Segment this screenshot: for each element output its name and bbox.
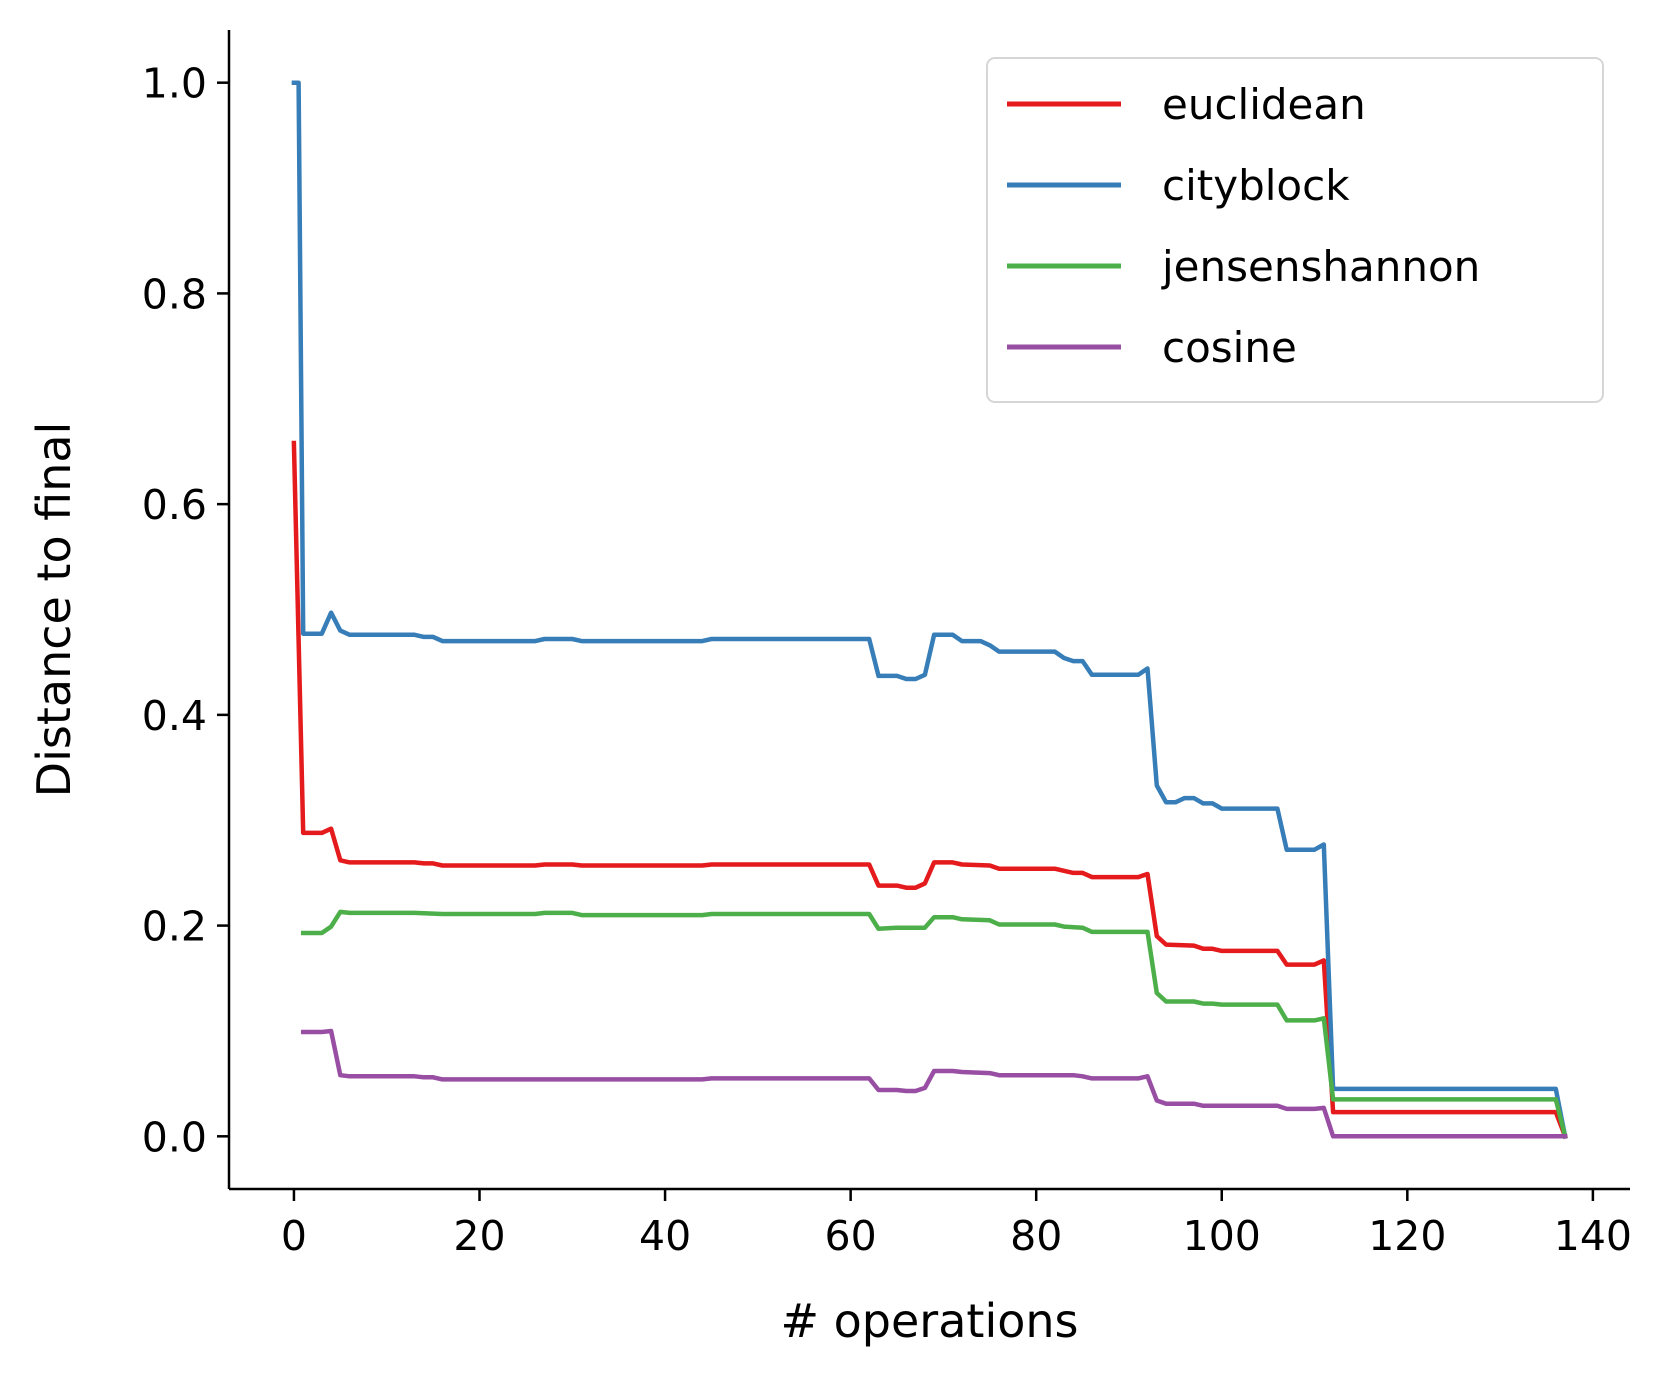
x-tick-label: 0 bbox=[281, 1212, 307, 1260]
y-tick-label: 0.0 bbox=[142, 1113, 207, 1161]
x-tick-label: 40 bbox=[639, 1212, 691, 1260]
y-tick-label: 1.0 bbox=[142, 60, 207, 108]
legend-label-jensenshannon: jensenshannon bbox=[1161, 242, 1480, 291]
legend-label-euclidean: euclidean bbox=[1162, 80, 1366, 129]
y-tick-label: 0.6 bbox=[142, 481, 207, 529]
series-line-cityblock bbox=[291, 80, 1568, 1139]
y-tick-label: 0.8 bbox=[142, 270, 207, 318]
axes: 0 20 40 60 80 100 120 140 0.0 0.2 0.4 0.6 0.8 1.0 bbox=[142, 30, 1632, 1260]
series-line-jensenshannon bbox=[300, 909, 1568, 1140]
legend-box bbox=[986, 57, 1604, 403]
legend-label-cityblock: cityblock bbox=[1162, 161, 1350, 210]
plot-area bbox=[291, 80, 1569, 1140]
legend-label-cosine: cosine bbox=[1162, 323, 1297, 372]
y-tick-label: 0.4 bbox=[142, 692, 207, 740]
x-tick-label: 140 bbox=[1554, 1212, 1632, 1260]
x-tick-label: 120 bbox=[1368, 1212, 1446, 1260]
x-axis-label: # operations bbox=[781, 1294, 1079, 1348]
series-line-cosine bbox=[300, 1028, 1568, 1139]
x-tick-label: 80 bbox=[1010, 1212, 1062, 1260]
x-tick-label: 60 bbox=[825, 1212, 877, 1260]
y-tick-label: 0.2 bbox=[142, 903, 207, 951]
x-tick-label: 100 bbox=[1183, 1212, 1261, 1260]
y-axis-label: Distance to final bbox=[27, 422, 81, 798]
series-line-euclidean bbox=[291, 440, 1569, 1140]
x-tick-label: 20 bbox=[453, 1212, 505, 1260]
legend: euclidean cityblock jensenshannon cosine bbox=[986, 57, 1604, 403]
